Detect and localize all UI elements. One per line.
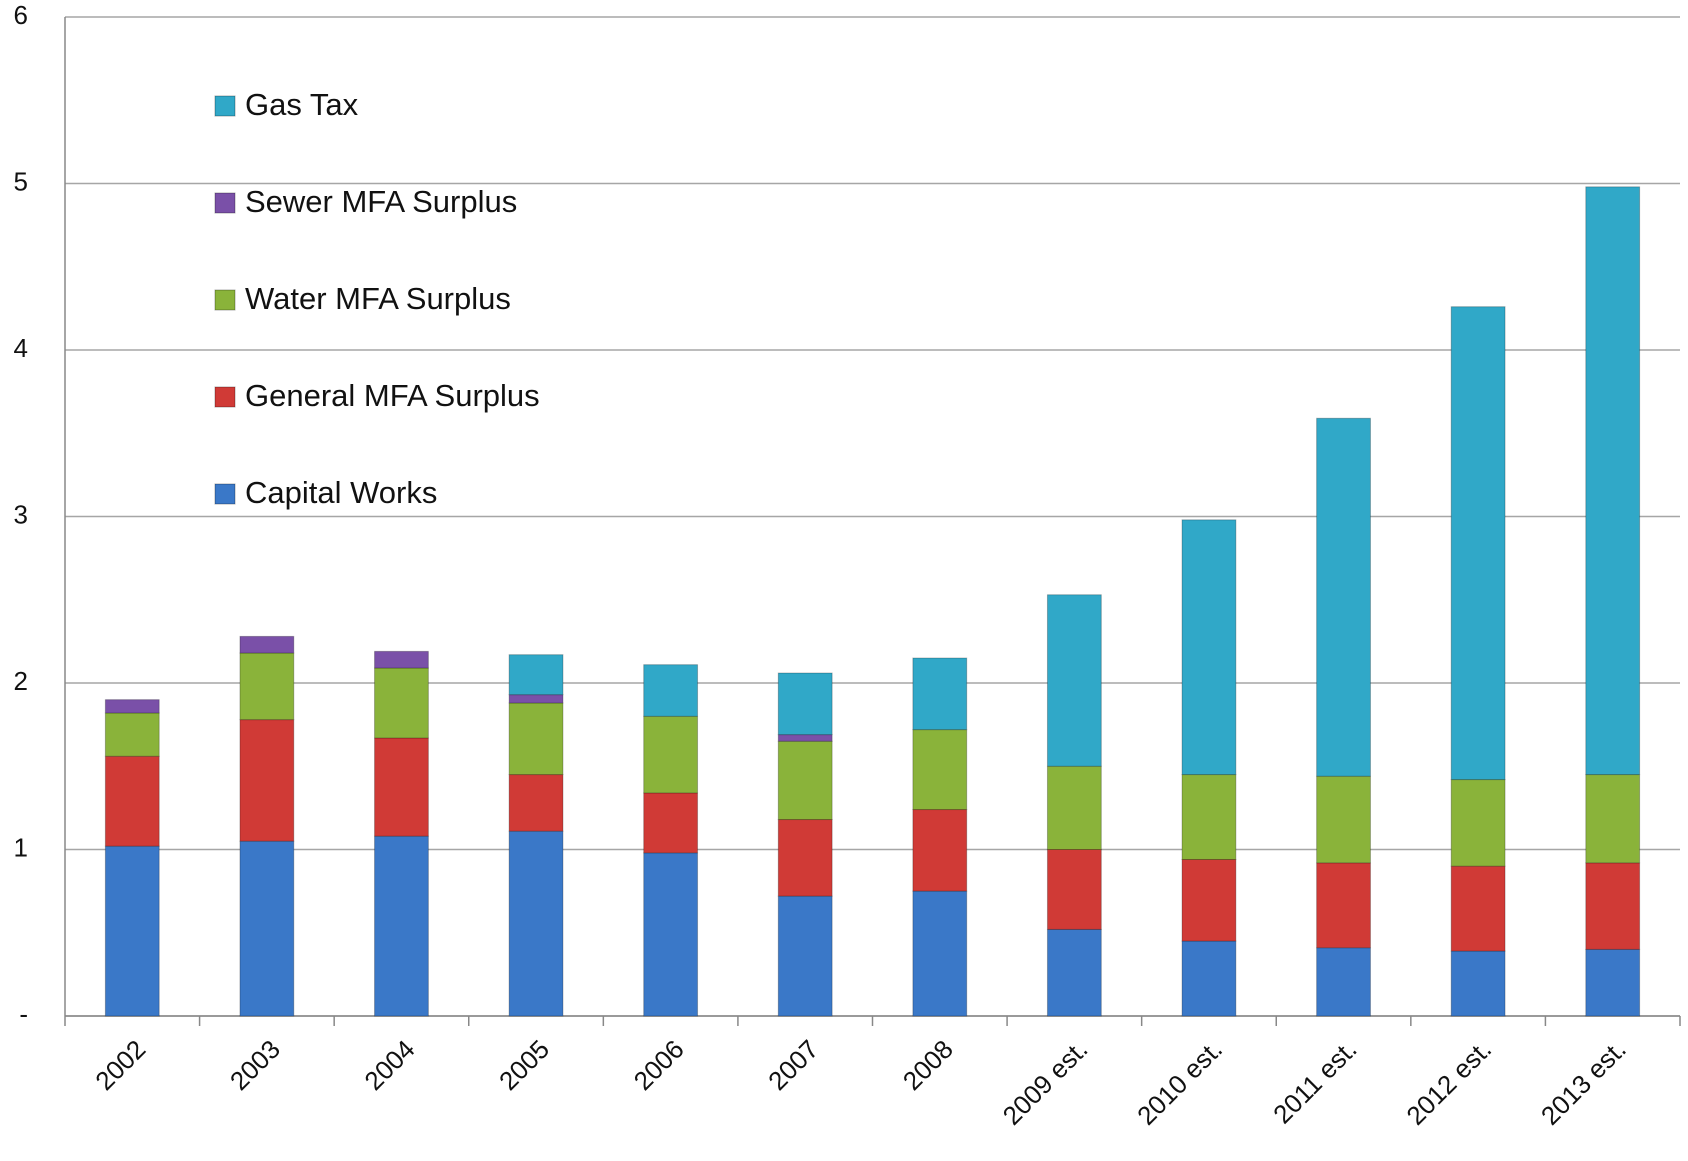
x-tick-label: 2005 [493, 1034, 555, 1096]
y-tick-label: 4 [14, 333, 28, 363]
bar-segment [239, 719, 295, 842]
y-tick-label: 1 [14, 832, 28, 862]
x-tick-label: 2003 [224, 1034, 286, 1096]
bar-segment [1046, 594, 1102, 767]
legend-label: Sewer MFA Surplus [245, 184, 517, 219]
bar-segment [1585, 862, 1641, 950]
bar-segment [1450, 306, 1506, 781]
bar-segment [374, 737, 429, 837]
bar-segment [508, 830, 564, 1017]
bar-segment [1316, 947, 1371, 1017]
legend-swatch [214, 483, 236, 505]
bar-segment [239, 652, 295, 721]
bar-segment [508, 654, 564, 696]
x-tick-label: 2011 est. [1267, 1034, 1362, 1129]
bar-segment [912, 890, 968, 1017]
bar-segment [1046, 928, 1102, 1017]
y-tick-label: 2 [14, 666, 28, 696]
bar-segment [508, 702, 564, 776]
bar-segment [1450, 865, 1506, 952]
legend-swatch [214, 289, 236, 311]
bar-segment [239, 635, 295, 654]
bar-segment [1316, 775, 1371, 864]
bar-segment [1046, 849, 1102, 930]
bar-segment [643, 792, 699, 854]
bar-segment [508, 774, 564, 832]
bar-segment [508, 694, 564, 704]
bar-segment [1316, 862, 1371, 949]
bar-segment [239, 840, 295, 1017]
bar-segment [1585, 186, 1641, 776]
bar-segment [104, 699, 160, 714]
x-tick-label: 2008 [897, 1034, 959, 1096]
bar-segment [777, 672, 833, 736]
bar-segment [1181, 774, 1237, 860]
x-tick-label: 2010 est. [1131, 1034, 1228, 1131]
legend-label: Gas Tax [245, 87, 359, 122]
x-tick-label: 2006 [628, 1034, 690, 1096]
bar-segment [374, 835, 429, 1017]
bar-segment [912, 657, 968, 731]
bar-segment [912, 729, 968, 811]
x-tick-label: 2009 est. [997, 1034, 1094, 1131]
bar-segment [643, 664, 699, 717]
bar-segment [1450, 779, 1506, 867]
legend-swatch [214, 192, 236, 214]
bar-segment [104, 755, 160, 847]
bar-segment [777, 895, 833, 1017]
x-tick-label: 2002 [89, 1034, 151, 1096]
bar-segment [104, 845, 160, 1017]
legend-label: Water MFA Surplus [245, 281, 511, 316]
bar-segment [1046, 765, 1102, 850]
y-tick-label: 3 [14, 499, 28, 529]
bar-segment [374, 667, 429, 739]
bar-segment [1181, 519, 1237, 776]
legend-label: Capital Works [245, 475, 437, 510]
x-tick-label: 2007 [762, 1034, 824, 1096]
bar-segment [1181, 940, 1237, 1017]
x-tick-label: 2004 [358, 1034, 420, 1096]
x-tick-label: 2013 est. [1535, 1034, 1632, 1131]
bar-segment [777, 734, 833, 742]
legend-label: General MFA Surplus [245, 378, 540, 413]
x-tick-label: 2012 est. [1400, 1034, 1497, 1131]
bar-segment [1181, 858, 1237, 942]
bar-segment [1585, 948, 1641, 1017]
bar-segment [777, 819, 833, 897]
bar-segment [1450, 950, 1506, 1017]
bar-segment [643, 715, 699, 794]
y-tick-label: 5 [14, 166, 28, 196]
y-tick-label: - [19, 999, 28, 1029]
bar-segment [104, 712, 160, 757]
bar-segment [912, 809, 968, 892]
legend-swatch [214, 386, 236, 408]
legend-swatch [214, 95, 236, 117]
bar-segment [374, 650, 429, 669]
bar-segment [643, 852, 699, 1017]
y-tick-label: 6 [14, 0, 28, 30]
bar-segment [1585, 774, 1641, 864]
bar-segment [1316, 417, 1371, 777]
bar-segment [777, 740, 833, 821]
